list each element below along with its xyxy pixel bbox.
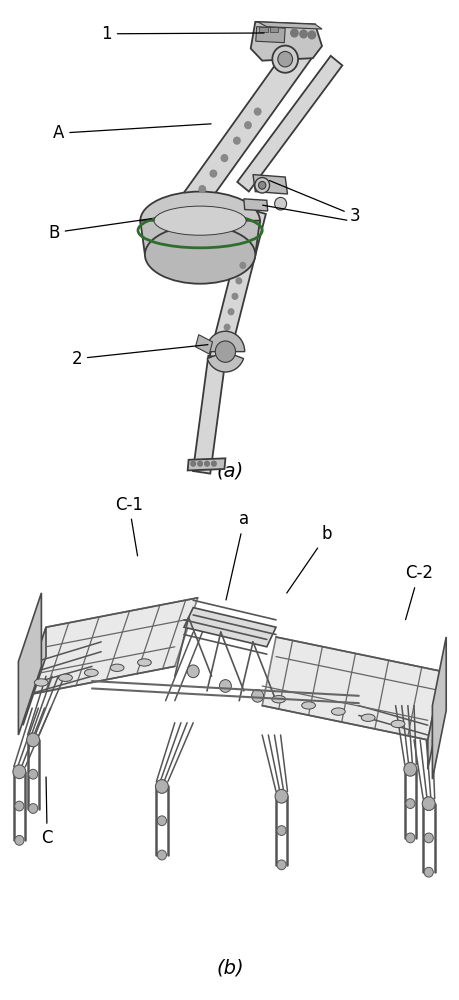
- Circle shape: [272, 46, 297, 73]
- Ellipse shape: [301, 702, 315, 709]
- Circle shape: [274, 789, 287, 803]
- Polygon shape: [184, 608, 275, 647]
- Polygon shape: [157, 36, 315, 246]
- Text: C: C: [41, 777, 53, 847]
- Ellipse shape: [331, 708, 345, 715]
- Text: A: A: [53, 124, 211, 142]
- Circle shape: [276, 860, 285, 870]
- Polygon shape: [252, 175, 287, 194]
- Circle shape: [421, 797, 434, 810]
- Ellipse shape: [84, 669, 98, 676]
- Circle shape: [28, 769, 38, 779]
- Ellipse shape: [140, 192, 259, 250]
- Polygon shape: [431, 637, 445, 779]
- Circle shape: [403, 762, 416, 776]
- Polygon shape: [262, 637, 441, 740]
- Ellipse shape: [110, 664, 124, 671]
- Circle shape: [244, 122, 251, 129]
- Circle shape: [157, 816, 166, 826]
- Polygon shape: [23, 627, 46, 725]
- Polygon shape: [250, 22, 321, 61]
- Polygon shape: [195, 335, 212, 354]
- Polygon shape: [192, 356, 225, 474]
- Bar: [258, 27, 267, 32]
- Polygon shape: [23, 598, 197, 696]
- Circle shape: [423, 867, 432, 877]
- Circle shape: [199, 186, 205, 192]
- Text: (b): (b): [216, 959, 243, 978]
- Text: a: a: [225, 510, 249, 600]
- Polygon shape: [140, 221, 259, 255]
- Circle shape: [405, 799, 414, 808]
- Circle shape: [15, 801, 24, 811]
- Circle shape: [13, 765, 26, 779]
- Text: (a): (a): [216, 461, 243, 480]
- Circle shape: [423, 833, 432, 843]
- Wedge shape: [206, 331, 244, 352]
- Polygon shape: [187, 458, 225, 470]
- Circle shape: [277, 51, 292, 67]
- Circle shape: [254, 108, 260, 115]
- Ellipse shape: [154, 206, 246, 235]
- Circle shape: [290, 29, 297, 37]
- Circle shape: [405, 833, 414, 843]
- Ellipse shape: [271, 696, 285, 703]
- Text: C-2: C-2: [404, 564, 432, 620]
- Text: 3: 3: [269, 181, 359, 225]
- Circle shape: [197, 461, 202, 466]
- Circle shape: [299, 30, 307, 38]
- Circle shape: [308, 31, 315, 39]
- Polygon shape: [427, 671, 441, 769]
- Text: 1: 1: [101, 25, 263, 43]
- Circle shape: [240, 262, 245, 268]
- Polygon shape: [207, 209, 265, 369]
- Ellipse shape: [137, 659, 151, 666]
- Ellipse shape: [360, 714, 374, 721]
- Circle shape: [187, 665, 199, 678]
- Polygon shape: [243, 199, 267, 211]
- Circle shape: [15, 835, 24, 845]
- Circle shape: [155, 780, 168, 793]
- Text: B: B: [48, 219, 151, 242]
- Circle shape: [276, 826, 285, 835]
- Circle shape: [215, 341, 235, 362]
- Circle shape: [211, 461, 216, 466]
- Circle shape: [221, 155, 227, 161]
- Ellipse shape: [34, 679, 48, 686]
- Circle shape: [210, 170, 216, 177]
- Circle shape: [274, 197, 286, 210]
- Circle shape: [204, 461, 209, 466]
- Ellipse shape: [145, 226, 255, 284]
- Polygon shape: [18, 593, 41, 735]
- Circle shape: [228, 309, 233, 315]
- Circle shape: [157, 850, 166, 860]
- Circle shape: [190, 461, 195, 466]
- Polygon shape: [255, 27, 285, 43]
- Circle shape: [258, 181, 265, 189]
- Circle shape: [224, 324, 230, 330]
- Circle shape: [28, 804, 38, 813]
- Text: b: b: [286, 525, 332, 593]
- Circle shape: [233, 137, 240, 144]
- Text: 2: 2: [71, 345, 207, 368]
- Polygon shape: [237, 56, 341, 192]
- Polygon shape: [257, 22, 321, 29]
- Wedge shape: [207, 352, 243, 372]
- Ellipse shape: [58, 674, 72, 681]
- Text: C-1: C-1: [115, 496, 143, 556]
- Circle shape: [251, 689, 263, 702]
- Circle shape: [27, 733, 39, 747]
- Circle shape: [219, 680, 231, 692]
- Circle shape: [254, 178, 269, 193]
- Circle shape: [232, 293, 237, 299]
- Ellipse shape: [390, 720, 404, 728]
- Bar: [269, 27, 277, 32]
- Circle shape: [235, 278, 241, 284]
